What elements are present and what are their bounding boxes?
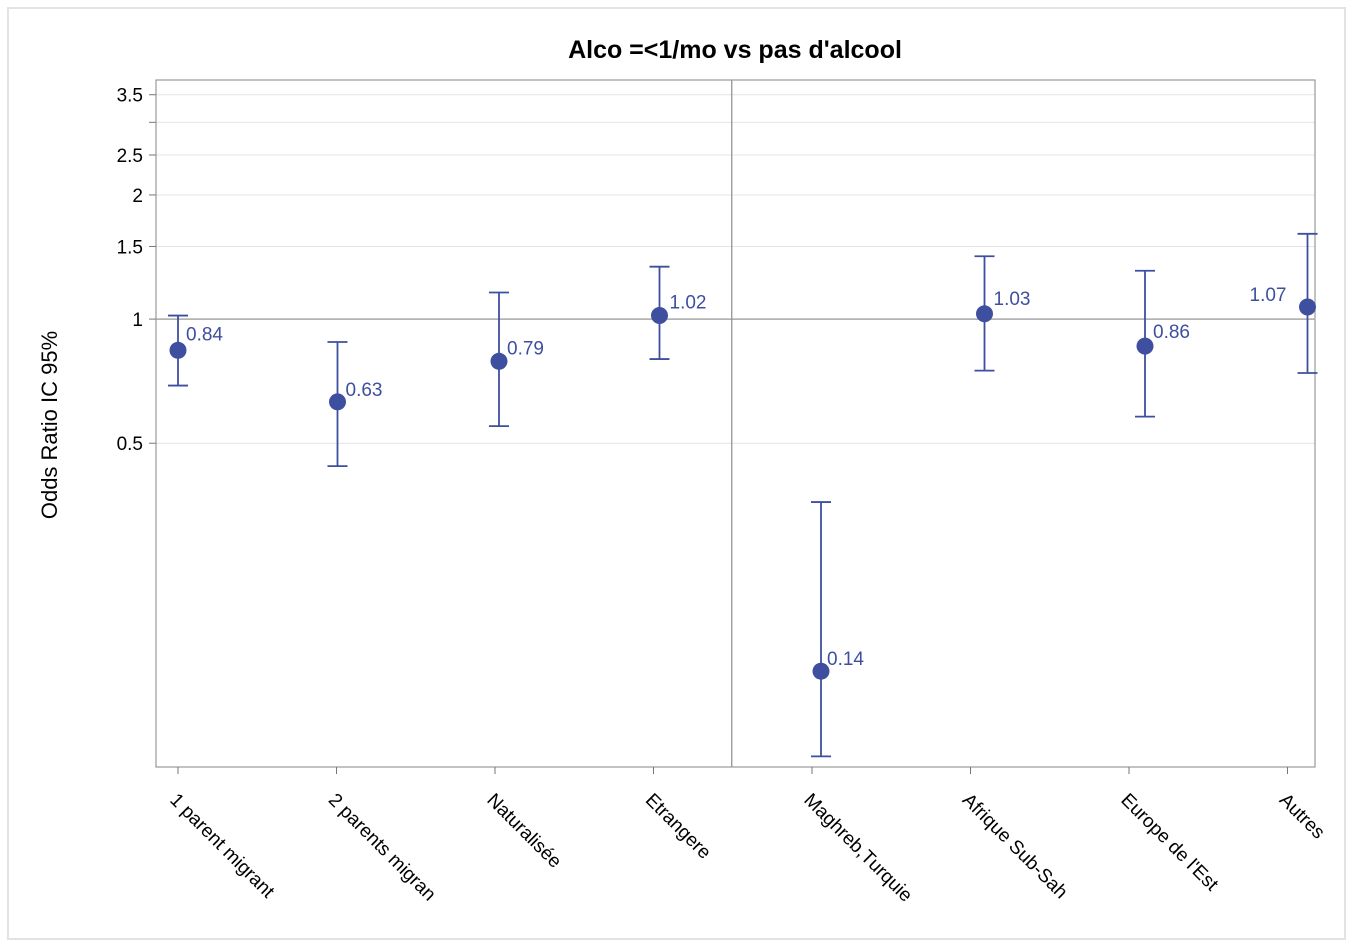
y-axis-ticks: 0.5 1 1.5 2 2.5 3.5 (117, 86, 156, 455)
data-marks: 0.84 0.63 0.79 1.02 0.14 1.03 0.86 1.07 (168, 232, 1318, 758)
data-point (1299, 298, 1316, 316)
x-tick-label: 1 parent migrant (165, 790, 278, 903)
x-tick-label: Autres (1275, 790, 1329, 844)
x-tick-label: Afrique Sub-Sah (958, 790, 1071, 903)
x-tick-label: 2 parents migran (324, 790, 440, 906)
x-tick-label: Maghreb,Turquie (799, 790, 916, 907)
data-label: 1.02 (670, 293, 707, 314)
y-tick-label: 0.5 (117, 434, 143, 455)
data-point (329, 393, 346, 411)
x-axis-ticks: 1 parent migrant 2 parents migran Naturali… (165, 767, 1329, 907)
y-axis-label: Odds Ratio IC 95% (37, 331, 62, 519)
y-tick-label: 2 (132, 186, 143, 207)
data-label: 0.14 (827, 649, 864, 670)
plot-frame (155, 79, 1316, 768)
y-tick-label: 3.5 (117, 86, 143, 107)
data-label: 1.03 (994, 289, 1031, 310)
x-tick-label: Etrangere (641, 790, 715, 864)
data-label: 1.07 (1250, 285, 1287, 306)
data-label: 0.63 (346, 380, 383, 401)
chart-frame (7, 7, 1346, 940)
axes (155, 79, 1316, 768)
x-tick-label: Europe de l'Est (1116, 790, 1222, 896)
data-label: 0.79 (507, 338, 544, 359)
y-tick-label: 1.5 (117, 237, 143, 258)
data-point (490, 352, 508, 370)
data-point (169, 341, 187, 359)
data-point (812, 662, 830, 680)
chart-title: Alco =<1/mo vs pas d'alcool (568, 36, 902, 64)
data-label: 0.84 (186, 324, 223, 345)
x-tick-label: Naturalisée (482, 790, 565, 873)
data-point (651, 307, 668, 325)
y-tick-label: 1 (132, 310, 143, 331)
data-point (976, 305, 993, 323)
data-point (1136, 337, 1154, 355)
y-tick-label: 2.5 (117, 146, 143, 167)
grid-lines (156, 94, 1315, 444)
data-label: 0.86 (1153, 322, 1190, 343)
